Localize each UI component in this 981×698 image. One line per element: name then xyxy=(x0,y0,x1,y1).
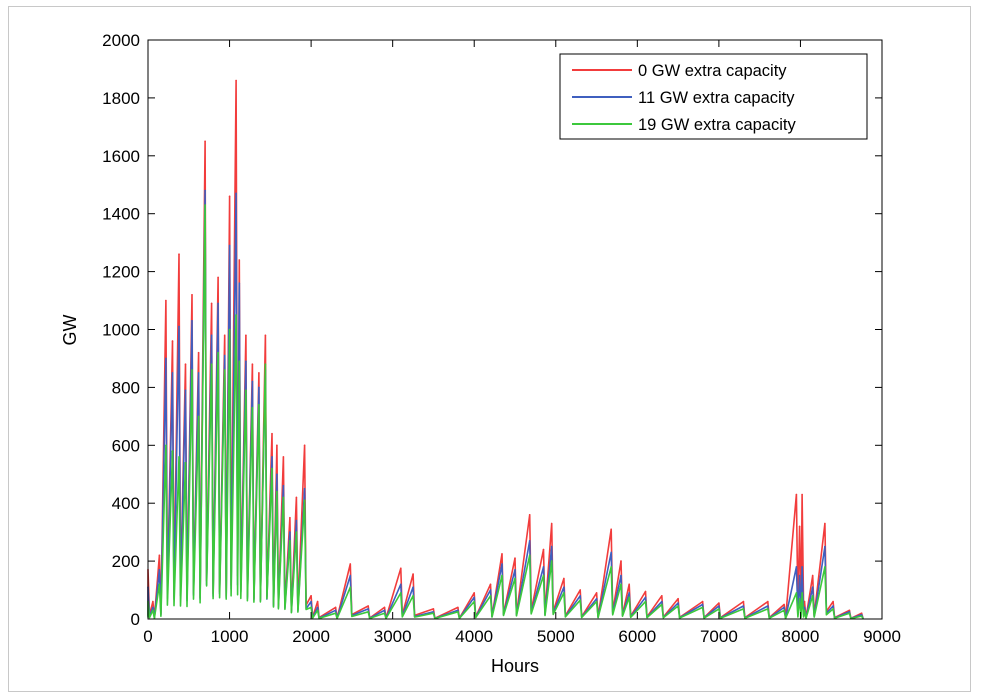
y-tick-label: 800 xyxy=(112,378,140,397)
y-tick-label: 1000 xyxy=(102,321,140,340)
x-tick-label: 8000 xyxy=(782,627,820,646)
y-tick-label: 600 xyxy=(112,436,140,455)
x-tick-label: 4000 xyxy=(455,627,493,646)
x-tick-label: 1000 xyxy=(211,627,249,646)
legend-label: 11 GW extra capacity xyxy=(638,89,795,107)
y-tick-label: 1400 xyxy=(102,205,140,224)
y-tick-label: 1800 xyxy=(102,89,140,108)
x-tick-label: 0 xyxy=(143,627,152,646)
y-tick-label: 400 xyxy=(112,494,140,513)
series-layer xyxy=(147,80,863,619)
legend-label: 0 GW extra capacity xyxy=(638,62,787,80)
x-tick-label: 6000 xyxy=(618,627,656,646)
x-tick-label: 9000 xyxy=(863,627,901,646)
y-tick-label: 1600 xyxy=(102,147,140,166)
legend: 0 GW extra capacity 11 GW extra capacity 1… xyxy=(560,54,867,139)
y-tick-label: 1200 xyxy=(102,263,140,282)
x-axis-title: Hours xyxy=(491,656,539,676)
x-tick-label: 7000 xyxy=(700,627,738,646)
y-axis-title: GW xyxy=(60,314,80,345)
series-path xyxy=(148,205,863,619)
y-tick-label: 2000 xyxy=(102,31,140,50)
y-tick-label: 200 xyxy=(112,552,140,571)
y-tick-label: 0 xyxy=(131,610,140,629)
series-line xyxy=(147,204,863,619)
x-tick-label: 3000 xyxy=(374,627,412,646)
legend-label: 19 GW extra capacity xyxy=(638,116,796,134)
x-tick-label: 5000 xyxy=(537,627,575,646)
x-tick-label: 2000 xyxy=(292,627,330,646)
